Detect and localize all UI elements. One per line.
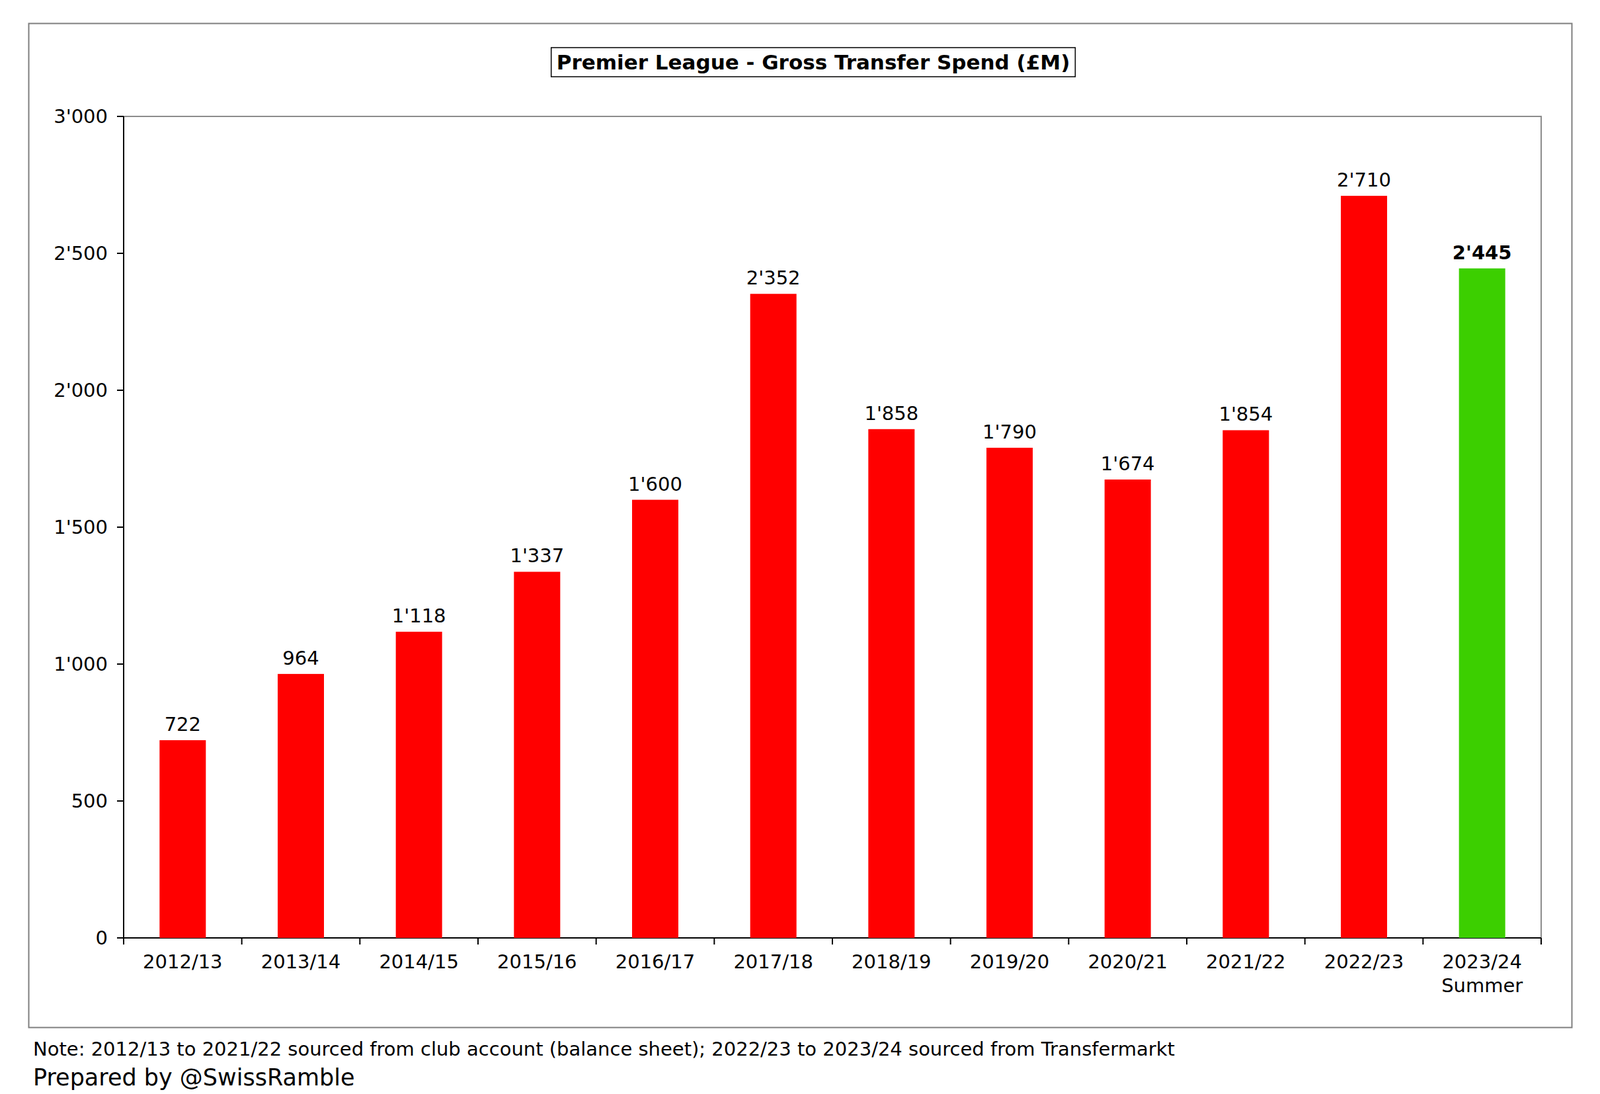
x-tick: [241, 937, 243, 945]
x-tick-label: 2012/13: [142, 950, 223, 973]
x-tick: [950, 937, 952, 945]
y-tick-label: 2'000: [53, 378, 108, 402]
y-tick-label: 1'000: [53, 652, 108, 676]
x-tick-label: 2015/16: [497, 950, 577, 973]
x-tick-label: 2013/14: [261, 950, 341, 973]
y-tick: [117, 936, 124, 939]
y-tick-label: 3'000: [53, 105, 108, 128]
x-tick-label: 2018/19: [851, 950, 931, 973]
data-label: 964: [282, 646, 319, 670]
data-label: 1'337: [509, 544, 564, 567]
y-tick: [117, 252, 124, 254]
bar: [277, 673, 324, 938]
x-tick-label-line: 2022/23: [1324, 950, 1404, 973]
title-box: [551, 47, 1076, 77]
x-tick-label-line: 2017/18: [733, 950, 813, 973]
x-tick-label: 2020/21: [1087, 950, 1167, 973]
x-tick-label: 2017/18: [733, 950, 813, 973]
x-tick-label-line: 2018/19: [851, 950, 931, 973]
x-tick-label-line: 2021/22: [1205, 950, 1286, 973]
title: Premier League - Gross Transfer Spend (£…: [556, 50, 1071, 75]
data-label: 2'710: [1336, 168, 1392, 192]
x-tick-label-line: 2019/20: [969, 950, 1050, 973]
x-tick-label-line: 2014/15: [378, 950, 459, 973]
bar: [868, 429, 915, 938]
x-tick-label: 2014/15: [378, 950, 459, 973]
bar: [513, 571, 560, 938]
data-label: 2'352: [746, 266, 801, 289]
y-tick-label: 2'500: [53, 241, 108, 265]
x-tick-label: 2019/20: [969, 950, 1050, 973]
y-tick: [117, 663, 124, 665]
x-tick: [595, 937, 598, 945]
bars: [159, 195, 1505, 938]
bar: [396, 631, 443, 938]
bar: [632, 499, 679, 938]
bar: [1222, 429, 1269, 938]
x-tick-label-line: Summer: [1441, 973, 1523, 997]
x-tick: [1067, 937, 1070, 945]
plot-frame: [123, 116, 1542, 938]
x-tick: [1422, 937, 1424, 945]
bar: [750, 293, 797, 938]
annotation: Note: 2012/13 to 2021/22 sourced from cl…: [33, 1037, 1175, 1060]
chart-frame: [29, 23, 1573, 1028]
x-tick: [1304, 937, 1306, 945]
x-tick-label-line: 2012/13: [142, 950, 223, 973]
bar: [1340, 195, 1388, 938]
data-label: 1'118: [392, 604, 447, 627]
y-tick-label: 1'500: [53, 515, 108, 539]
y-tick: [117, 800, 124, 802]
x-tick-label-line: 2023/24: [1441, 950, 1522, 973]
data-label: 1'600: [628, 472, 683, 496]
x-tick-label-line: 2015/16: [497, 950, 577, 973]
x-tick: [477, 937, 479, 945]
chart-svg: 0 500 1'000 1'500 2'000 2'500 3'000 2012/13 2013…: [0, 0, 1600, 1094]
x-tick: [1186, 937, 1188, 945]
data-label: 722: [164, 712, 201, 736]
x-tick: [359, 937, 361, 945]
y-tick: [117, 389, 124, 391]
x-tick: [713, 937, 715, 945]
y-tick-label: 0: [95, 926, 108, 949]
y-tick: [117, 526, 124, 528]
data-label: 1'790: [982, 420, 1037, 443]
y-tick-label: 500: [71, 789, 108, 812]
y-tick: [117, 115, 124, 118]
x-tick-label-line: 2016/17: [615, 950, 695, 973]
x-tick: [122, 937, 125, 945]
x-tick-label: 2023/24Summer: [1441, 950, 1523, 997]
bar: [1459, 268, 1506, 938]
x-tick-label: 2016/17: [615, 950, 695, 973]
data-label: 1'858: [864, 401, 919, 425]
data-label: 1'854: [1218, 402, 1273, 426]
x-tick: [1540, 937, 1542, 945]
bar: [1104, 479, 1152, 938]
annotation: Prepared by @SwissRamble: [33, 1063, 355, 1091]
data-label: 1'674: [1100, 452, 1156, 475]
data-label: 2'445: [1452, 241, 1513, 264]
x-tick-label-line: 2020/21: [1087, 950, 1167, 973]
bar: [986, 447, 1033, 938]
x-tick-label: 2022/23: [1324, 950, 1404, 973]
bar: [159, 739, 206, 938]
x-tick-label: 2021/22: [1205, 950, 1286, 973]
x-tick-label-line: 2013/14: [261, 950, 341, 973]
x-tick: [831, 937, 834, 945]
